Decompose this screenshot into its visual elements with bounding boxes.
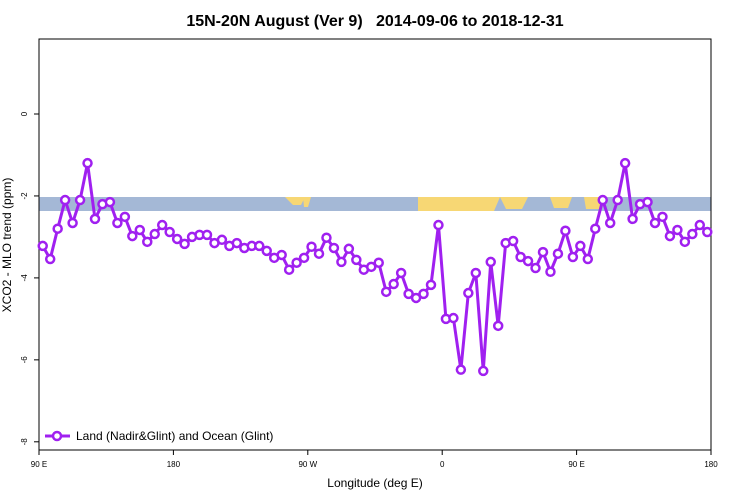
point — [351, 254, 362, 266]
point — [470, 267, 482, 279]
point — [291, 257, 302, 268]
map-strip — [39, 197, 711, 211]
point — [276, 249, 287, 261]
point — [657, 211, 668, 223]
y-tick-label: -6 — [20, 356, 29, 364]
point — [119, 211, 131, 223]
point — [67, 217, 78, 229]
point — [694, 219, 706, 231]
point — [216, 234, 228, 246]
point — [552, 248, 564, 259]
point — [507, 235, 519, 247]
y-tick-label: -2 — [20, 192, 29, 200]
point — [201, 229, 213, 241]
y-axis-label: XCO2 - MLO trend (ppm) — [0, 178, 14, 313]
point — [164, 226, 175, 238]
point — [52, 223, 63, 234]
x-tick-label: 90 E — [568, 460, 584, 469]
point — [336, 256, 347, 268]
point — [627, 213, 638, 225]
x-tick-label: 180 — [704, 460, 718, 469]
point — [44, 253, 56, 265]
chart-title: 15N-20N August (Ver 9) 2014-09-06 to 201… — [186, 13, 563, 30]
point — [478, 365, 489, 377]
point — [649, 217, 661, 229]
legend-label: Land (Nadir&Glint) and Ocean (Glint) — [76, 429, 273, 443]
point — [425, 279, 437, 291]
point — [134, 224, 146, 236]
point — [679, 236, 691, 248]
point — [515, 251, 526, 263]
point — [395, 267, 407, 279]
point — [388, 278, 399, 290]
point — [418, 288, 429, 300]
point — [664, 230, 676, 242]
x-tick-label: 90 W — [298, 460, 317, 469]
point — [74, 194, 86, 206]
point — [104, 196, 116, 208]
point — [597, 194, 608, 206]
point — [156, 219, 168, 231]
point — [112, 217, 123, 229]
point — [343, 243, 355, 255]
point — [366, 261, 377, 273]
point — [254, 240, 265, 252]
y-tick-label: -4 — [20, 274, 29, 282]
point — [403, 288, 414, 300]
point — [171, 233, 183, 245]
point — [149, 228, 160, 240]
point — [545, 266, 556, 277]
point — [590, 223, 601, 234]
point — [530, 262, 541, 274]
point — [231, 237, 243, 249]
point — [560, 225, 571, 237]
point — [463, 287, 474, 299]
point — [321, 232, 332, 243]
point — [298, 252, 310, 264]
point — [702, 226, 713, 238]
point — [373, 257, 384, 268]
x-axis-label: Longitude (deg E) — [327, 476, 422, 490]
point — [179, 238, 190, 250]
point — [582, 253, 594, 265]
point — [328, 242, 340, 254]
point — [380, 286, 392, 298]
y-tick-label: 0 — [20, 111, 29, 116]
point — [82, 157, 93, 169]
point — [283, 264, 295, 275]
point — [89, 213, 101, 225]
point — [672, 224, 683, 236]
point — [433, 219, 444, 231]
point — [687, 228, 698, 240]
point — [59, 194, 71, 206]
point — [313, 248, 325, 259]
point — [619, 157, 631, 169]
point — [492, 320, 504, 332]
y-tick-label: -8 — [20, 438, 29, 446]
point — [261, 245, 272, 257]
point — [604, 217, 616, 229]
point — [575, 240, 586, 252]
point — [537, 246, 549, 258]
point — [485, 256, 496, 268]
x-tick-label: 180 — [167, 460, 181, 469]
point — [448, 312, 459, 324]
point — [127, 230, 138, 242]
x-tick-label: 0 — [440, 460, 445, 469]
point — [612, 194, 623, 206]
x-tick-label: 90 E — [31, 460, 47, 469]
point — [522, 255, 534, 267]
legend-marker — [51, 430, 63, 442]
point — [410, 292, 422, 304]
legend: Land (Nadir&Glint) and Ocean (Glint) — [45, 429, 273, 443]
plot-frame — [38, 38, 712, 451]
point — [37, 240, 48, 252]
point — [642, 196, 653, 208]
point — [455, 364, 467, 375]
point — [142, 236, 153, 248]
point — [306, 241, 317, 253]
point — [567, 251, 579, 263]
